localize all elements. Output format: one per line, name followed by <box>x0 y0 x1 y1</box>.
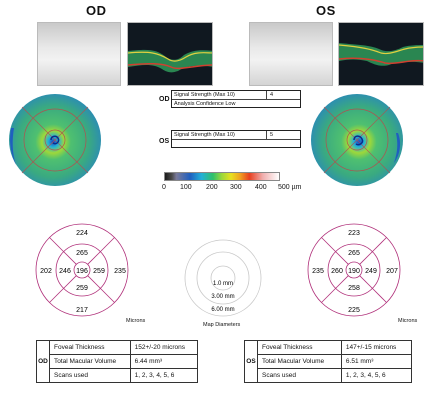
os-signal-value: 5 <box>266 131 300 139</box>
os-outer-superior: 223 <box>348 230 360 237</box>
os-outer-inferior: 225 <box>348 307 360 314</box>
od-thickness-table: OD Foveal Thickness 152+/-20 microns Tot… <box>36 340 199 383</box>
os-inner-inferior: 258 <box>348 285 360 292</box>
os-oct-scan <box>338 22 424 86</box>
os-signal-label: Signal Strength (Max 10) <box>174 132 235 138</box>
scale-tick-200: 200 <box>206 184 218 191</box>
od-signal-eye-tag: OD <box>159 96 170 103</box>
od-outer-superior: 224 <box>76 230 88 237</box>
od-thickness-map <box>9 94 101 186</box>
od-table-eye-tag: OD <box>36 340 50 383</box>
map-diameter-inner: 1.0 mm <box>213 281 233 287</box>
os-table-eye-tag: OS <box>244 340 258 383</box>
os-microns-label: Microns <box>398 318 418 324</box>
os-fundus-image <box>249 22 333 86</box>
table-row: OS Foveal Thickness 147+/-15 microns <box>244 340 413 383</box>
table-row: Total Macular Volume 6.51 mm³ <box>245 354 413 369</box>
od-title: OD <box>86 3 107 18</box>
map-diameter-outer: 6.00 mm <box>211 307 234 313</box>
od-foveal-label: Foveal Thickness <box>49 340 131 355</box>
scale-tick-400: 400 <box>255 184 267 191</box>
os-inner-temporal: 260 <box>331 268 343 275</box>
od-outer-nasal: 202 <box>40 268 52 275</box>
od-scans-label: Scans used <box>49 368 131 383</box>
od-inner-temporal: 259 <box>93 268 105 275</box>
map-diameters-caption: Map Diameters <box>203 322 241 328</box>
table-row: Total Macular Volume 6.44 mm³ <box>37 354 199 369</box>
thickness-color-scale <box>164 172 280 181</box>
os-signal-box: Signal Strength (Max 10) 5 <box>171 130 301 148</box>
os-title: OS <box>316 3 336 18</box>
od-signal-box: Signal Strength (Max 10) 4 Analysis Conf… <box>171 90 301 108</box>
scale-tick-0: 0 <box>162 184 166 191</box>
od-fundus-image <box>37 22 121 86</box>
os-outer-temporal: 235 <box>312 268 324 275</box>
od-center: 196 <box>76 268 88 275</box>
os-signal-eye-tag: OS <box>159 138 170 145</box>
od-etdrs-grid: 224 202 235 217 265 246 196 259 259 <box>35 223 129 317</box>
os-inner-nasal: 249 <box>365 268 377 275</box>
od-volume-value: 6.44 mm³ <box>129 354 199 369</box>
os-center: 190 <box>348 268 360 275</box>
scale-tick-500: 500 µm <box>278 184 302 191</box>
od-analysis-confidence: Analysis Confidence Low <box>174 101 236 107</box>
os-foveal-label: Foveal Thickness <box>257 340 342 355</box>
od-inner-superior: 265 <box>76 250 88 257</box>
os-scans-value: 1, 2, 3, 4, 5, 6 <box>340 368 413 383</box>
od-inner-nasal: 246 <box>59 268 71 275</box>
od-inner-inferior: 259 <box>76 285 88 292</box>
od-signal-label: Signal Strength (Max 10) <box>174 92 235 98</box>
os-inner-superior: 265 <box>348 250 360 257</box>
od-outer-temporal: 235 <box>114 268 126 275</box>
os-scans-label: Scans used <box>257 368 342 383</box>
od-scans-value: 1, 2, 3, 4, 5, 6 <box>129 368 199 383</box>
od-microns-label: Microns <box>126 318 146 324</box>
map-diameter-middle: 3.00 mm <box>211 294 234 300</box>
os-etdrs-grid: 223 235 207 225 265 260 190 249 258 <box>307 223 401 317</box>
os-volume-value: 6.51 mm³ <box>340 354 413 369</box>
table-row: Scans used 1, 2, 3, 4, 5, 6 <box>37 368 199 383</box>
os-thickness-table: OS Foveal Thickness 147+/-15 microns Tot… <box>244 340 413 383</box>
os-volume-label: Total Macular Volume <box>257 354 342 369</box>
table-row: OD Foveal Thickness 152+/-20 microns <box>36 340 199 383</box>
table-row: Scans used 1, 2, 3, 4, 5, 6 <box>245 368 413 383</box>
od-foveal-value: 152+/-20 microns <box>129 340 199 355</box>
od-outer-inferior: 217 <box>76 307 88 314</box>
od-signal-value: 4 <box>266 91 300 99</box>
os-outer-nasal: 207 <box>386 268 398 275</box>
os-thickness-map <box>311 94 403 186</box>
scale-tick-100: 100 <box>180 184 192 191</box>
scale-tick-300: 300 <box>230 184 242 191</box>
od-volume-label: Total Macular Volume <box>49 354 131 369</box>
os-foveal-value: 147+/-15 microns <box>340 340 413 355</box>
map-diameters-legend: 1.0 mm 3.00 mm 6.00 mm <box>184 239 262 317</box>
od-oct-scan <box>127 22 213 86</box>
